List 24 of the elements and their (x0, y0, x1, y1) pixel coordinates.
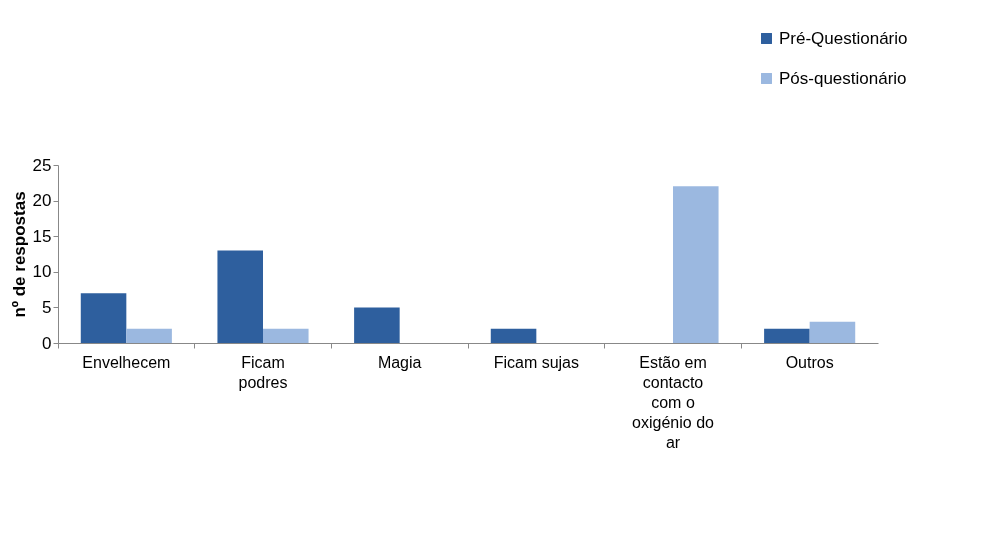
x-tick-label: Ficam podres (238, 353, 288, 391)
bar (490, 328, 537, 343)
y-tick-label: 0 (42, 333, 52, 353)
x-tick-label: Estão em contacto com o oxigénio do ar (632, 353, 715, 451)
bar (764, 328, 810, 343)
bar (263, 328, 309, 343)
bar (217, 250, 263, 343)
y-tick-label: 10 (32, 262, 52, 282)
legend-label: Pré-Questionário (779, 28, 908, 48)
x-tick-label: Envelhecem (82, 353, 171, 371)
y-axis-title: nº de respostas (9, 191, 29, 318)
bar (673, 186, 719, 343)
bar (126, 328, 172, 343)
y-tick-label: 5 (42, 297, 52, 317)
bar (80, 293, 127, 343)
y-tick-label: 20 (32, 191, 52, 211)
bar (354, 307, 400, 343)
legend-label: Pós-questionário (779, 68, 907, 88)
x-tick-label: Outros (785, 353, 834, 371)
y-tick-label: 25 (32, 155, 52, 175)
y-tick-label: 15 (32, 226, 52, 246)
bar (809, 321, 856, 343)
x-tick-label: Ficam sujas (493, 353, 580, 371)
x-tick-label: Magia (377, 353, 422, 371)
